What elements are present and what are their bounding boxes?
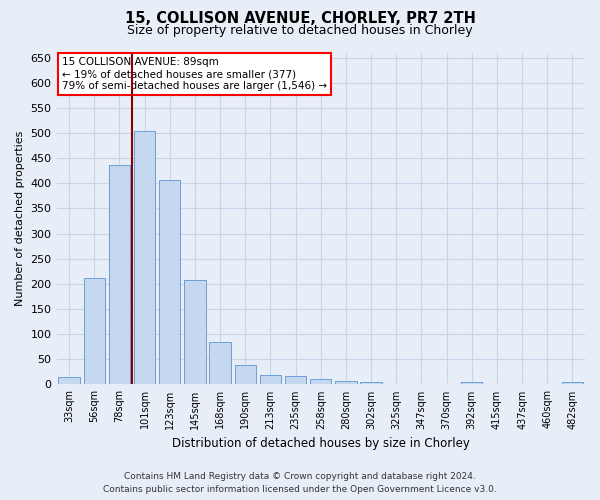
X-axis label: Distribution of detached houses by size in Chorley: Distribution of detached houses by size …: [172, 437, 470, 450]
Bar: [361, 382, 382, 384]
Bar: [209, 342, 231, 384]
Bar: [184, 280, 206, 384]
Bar: [562, 382, 583, 384]
Bar: [335, 382, 356, 384]
Text: 15 COLLISON AVENUE: 89sqm
← 19% of detached houses are smaller (377)
79% of semi: 15 COLLISON AVENUE: 89sqm ← 19% of detac…: [62, 58, 327, 90]
Bar: [134, 132, 155, 384]
Y-axis label: Number of detached properties: Number of detached properties: [15, 131, 25, 306]
Bar: [461, 382, 482, 384]
Bar: [235, 366, 256, 384]
Bar: [260, 376, 281, 384]
Bar: [58, 377, 80, 384]
Text: Size of property relative to detached houses in Chorley: Size of property relative to detached ho…: [127, 24, 473, 37]
Bar: [159, 180, 181, 384]
Text: Contains HM Land Registry data © Crown copyright and database right 2024.
Contai: Contains HM Land Registry data © Crown c…: [103, 472, 497, 494]
Bar: [285, 376, 307, 384]
Bar: [109, 164, 130, 384]
Bar: [83, 278, 105, 384]
Text: 15, COLLISON AVENUE, CHORLEY, PR7 2TH: 15, COLLISON AVENUE, CHORLEY, PR7 2TH: [125, 11, 475, 26]
Bar: [310, 379, 331, 384]
